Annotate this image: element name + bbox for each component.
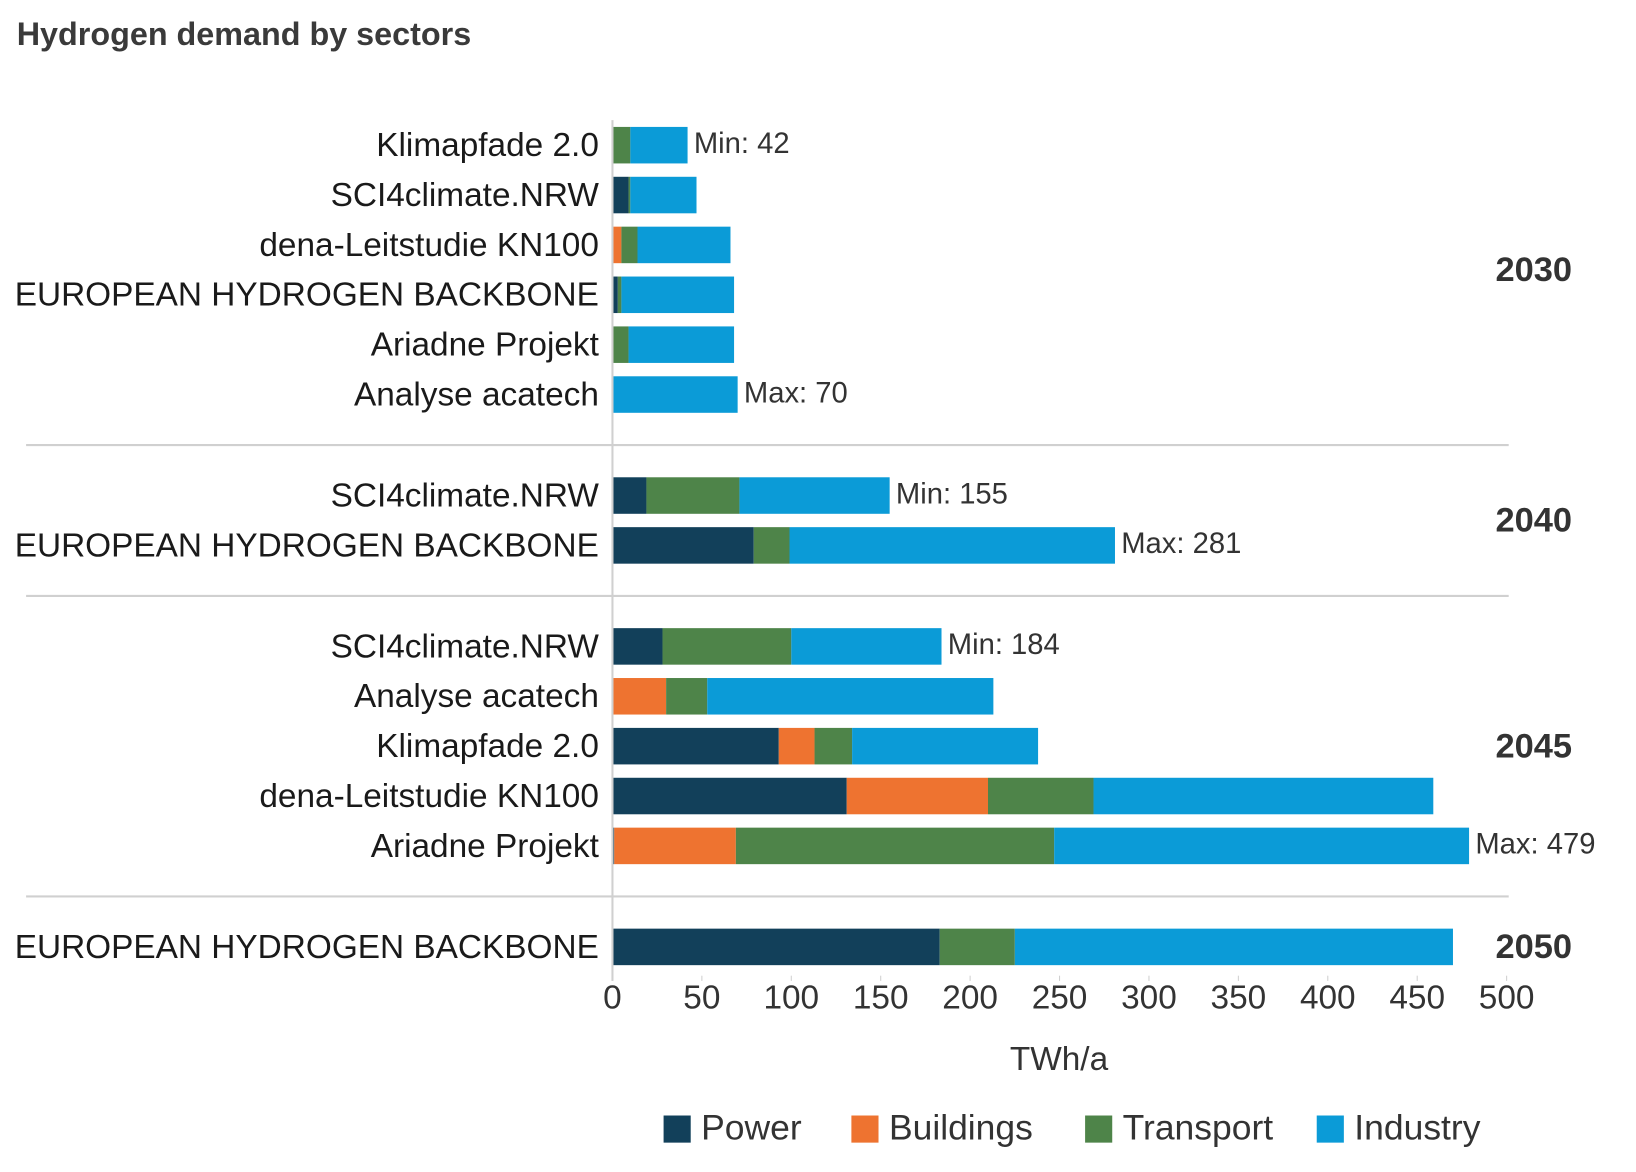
bar-segment [778,727,815,765]
group-label: 2050 [1495,928,1572,966]
bar-segment [753,527,790,564]
bar-segment [646,477,740,514]
bar-segment [1054,827,1470,865]
bar-segment [612,226,622,264]
x-tick-label: 400 [1300,980,1356,1017]
category-label: EUROPEAN HYDROGEN BACKBONE [15,929,599,966]
legend-swatch [1085,1115,1113,1143]
group-label: 2040 [1495,502,1572,540]
bar-segment [939,928,1015,966]
category-label: Ariadne Projekt [371,327,600,364]
bar-segment [637,226,731,264]
category-label: Klimapfade 2.0 [376,728,599,765]
x-tick-label: 150 [853,980,909,1017]
bar-segment [612,777,847,815]
bar-segment [617,276,622,314]
bar-segment [612,727,779,765]
legend-label: Transport [1123,1107,1274,1147]
bar-segment [1014,928,1453,966]
category-label: Klimapfade 2.0 [376,127,599,164]
legend-label: Buildings [889,1107,1033,1147]
bar-annotation: Min: 42 [694,128,790,160]
bar-segment [739,477,890,514]
bar-segment [628,326,735,363]
category-label: SCI4climate.NRW [331,177,600,214]
bar-segment [735,827,1055,865]
x-tick-label: 450 [1389,980,1445,1017]
bar-segment [612,527,754,564]
bar-segment [630,126,688,164]
category-label: Ariadne Projekt [371,828,600,865]
bar-segment [612,376,738,413]
bar-segment [988,777,1094,815]
category-label: dena-Leitstudie KN100 [259,778,599,815]
x-tick-label: 200 [942,980,998,1017]
bar-segment [791,628,942,665]
bar-segment [852,727,1039,765]
group-label: 2030 [1495,251,1572,289]
bar-segment [789,527,1115,564]
bar-segment [612,126,631,164]
category-label: Analyse acatech [354,376,599,413]
bar-segment [707,678,994,715]
bar-segment [612,477,647,514]
legend-label: Power [701,1107,802,1147]
bar-segment [666,678,708,715]
bar-annotation: Min: 184 [948,629,1060,661]
bar-segment [621,276,735,314]
chart-title: Hydrogen demand by sectors [17,16,472,52]
bar-segment [612,176,629,214]
category-label: SCI4climate.NRW [331,628,600,665]
x-tick-label: 250 [1032,980,1088,1017]
bar-segment [814,727,853,765]
x-tick-label: 300 [1121,980,1177,1017]
bar-segment [612,928,940,966]
bar-segment [628,176,631,214]
bar-segment [846,777,989,815]
bar-annotation: Max: 479 [1475,829,1595,861]
category-label: EUROPEAN HYDROGEN BACKBONE [15,527,599,564]
category-label: Analyse acatech [354,678,599,715]
bar-segment [612,276,618,314]
bar-segment [612,678,667,715]
legend-swatch [1316,1115,1344,1143]
category-label: SCI4climate.NRW [331,477,600,514]
x-tick-label: 50 [683,980,720,1017]
x-tick-label: 500 [1479,980,1535,1017]
bar-segment [621,226,638,264]
x-axis-title: TWh/a [1010,1041,1109,1078]
bar-segment [612,628,663,665]
bar-annotation: Max: 281 [1121,528,1241,560]
x-tick-label: 350 [1211,980,1267,1017]
bar-annotation: Max: 70 [744,377,848,409]
x-tick-label: 0 [603,980,622,1017]
legend-swatch [663,1115,691,1143]
bar-segment [662,628,792,665]
bar-annotation: Min: 155 [896,478,1008,510]
bar-segment [1093,777,1434,815]
category-label: EUROPEAN HYDROGEN BACKBONE [15,277,599,314]
x-tick-label: 100 [763,980,819,1017]
legend-swatch [851,1115,879,1143]
group-label: 2045 [1495,727,1572,765]
legend-label: Industry [1354,1107,1480,1147]
bar-segment [614,827,736,865]
category-label: dena-Leitstudie KN100 [259,227,599,264]
bar-segment [612,326,629,363]
bar-segment [630,176,697,214]
